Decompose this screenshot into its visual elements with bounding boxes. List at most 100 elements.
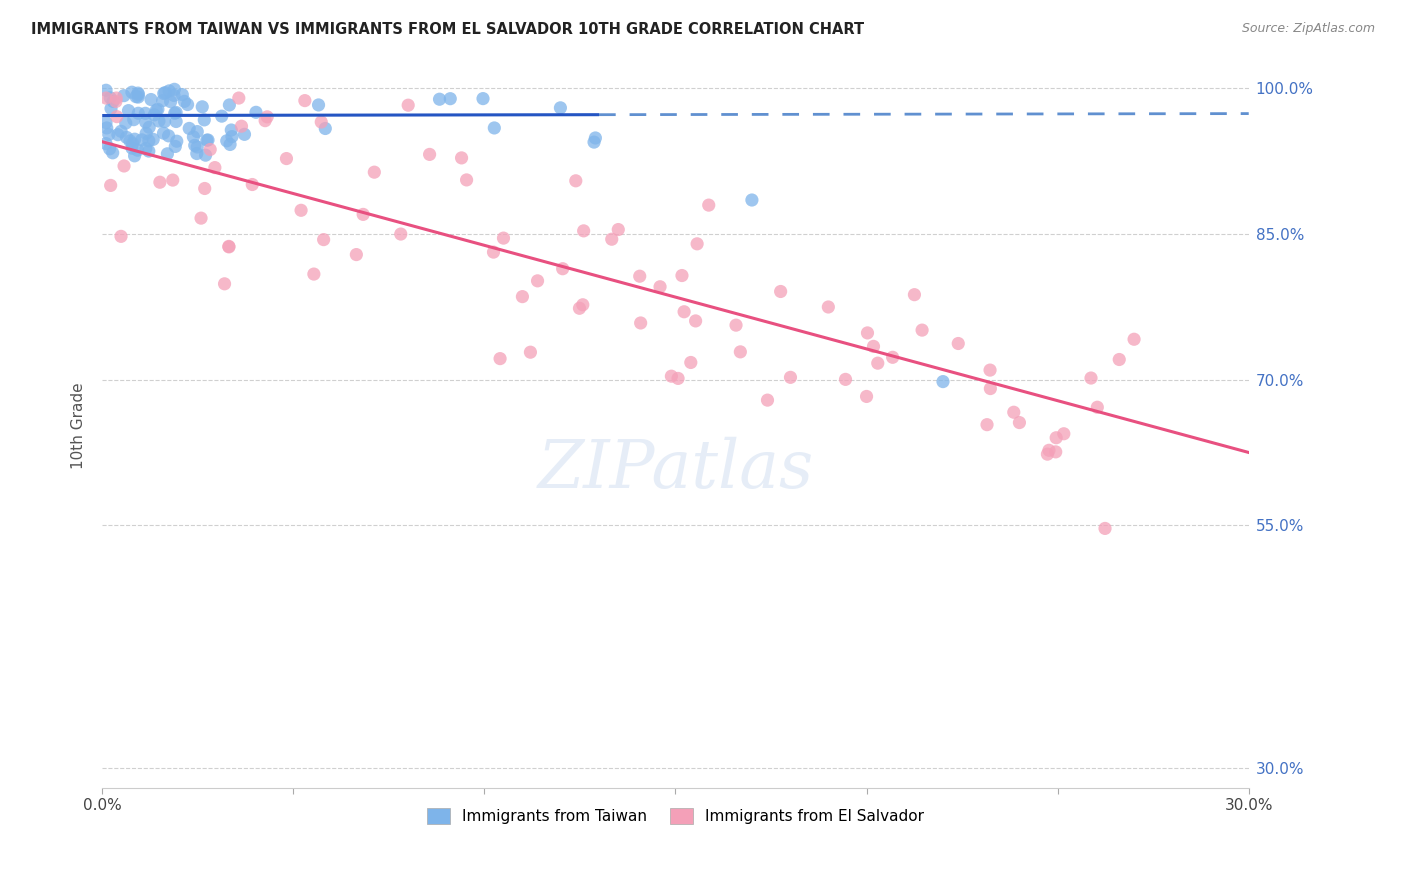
Point (110, 229, 132, 244)
Point (572, 224, 595, 238)
Point (127, 87, 149, 102)
Point (145, 103, 167, 118)
Point (121, 136, 143, 151)
Point (152, 94, 174, 108)
Point (124, 149, 146, 163)
Text: IMMIGRANTS FROM TAIWAN VS IMMIGRANTS FROM EL SALVADOR 10TH GRADE CORRELATION CHA: IMMIGRANTS FROM TAIWAN VS IMMIGRANTS FRO… (31, 22, 865, 37)
Point (179, 121, 201, 136)
Point (112, 88, 135, 103)
Point (157, 84, 180, 98)
Point (134, 106, 156, 120)
Point (1108, 352, 1130, 367)
Text: Source: ZipAtlas.com: Source: ZipAtlas.com (1241, 22, 1375, 36)
Point (686, 236, 709, 251)
Point (976, 417, 998, 432)
Text: ZIPatlas: ZIPatlas (537, 436, 814, 502)
Point (194, 148, 217, 162)
Point (186, 140, 208, 154)
Point (550, 101, 572, 115)
Point (153, 114, 176, 128)
Point (396, 98, 419, 112)
Point (352, 207, 374, 221)
Point (1094, 521, 1116, 535)
Point (195, 133, 218, 147)
Point (218, 239, 240, 253)
Point (429, 92, 451, 106)
Point (911, 323, 934, 337)
Point (882, 351, 904, 365)
Point (98, 91, 121, 105)
Point (276, 152, 298, 166)
Point (125, 89, 148, 103)
Point (724, 318, 747, 333)
Point (153, 86, 176, 100)
Point (302, 267, 325, 281)
Point (218, 240, 240, 254)
Point (186, 125, 208, 139)
Point (115, 130, 138, 145)
Point (932, 375, 955, 389)
Point (94, 83, 117, 97)
Point (165, 114, 187, 128)
Point (1036, 447, 1059, 461)
Point (149, 175, 172, 189)
Point (127, 86, 149, 100)
Point (648, 279, 671, 293)
Point (107, 128, 129, 142)
Point (484, 120, 506, 135)
Point (152, 87, 174, 101)
Point (156, 146, 179, 161)
Point (118, 134, 141, 148)
Point (94, 91, 117, 105)
Point (661, 369, 683, 384)
Point (979, 363, 1001, 377)
Point (138, 144, 160, 158)
Point (98, 142, 121, 156)
Point (512, 290, 534, 304)
Point (121, 141, 143, 155)
Point (101, 95, 124, 109)
Point (138, 134, 160, 148)
Point (127, 106, 149, 120)
Point (866, 356, 889, 370)
Point (162, 173, 184, 187)
Point (127, 143, 149, 157)
Point (214, 277, 236, 291)
Point (607, 222, 630, 236)
Point (290, 203, 312, 218)
Point (600, 232, 623, 246)
Legend: Immigrants from Taiwan, Immigrants from El Salvador: Immigrants from Taiwan, Immigrants from … (420, 802, 931, 830)
Point (148, 114, 170, 128)
Point (124, 132, 146, 146)
Point (117, 103, 139, 118)
Point (193, 112, 215, 127)
Point (697, 198, 720, 212)
Point (186, 146, 208, 161)
Point (204, 161, 226, 175)
Point (233, 128, 256, 142)
Point (389, 227, 412, 241)
Point (979, 382, 1001, 396)
Point (628, 269, 651, 284)
Point (817, 300, 839, 314)
Point (135, 127, 157, 141)
Point (756, 393, 779, 408)
Point (472, 92, 495, 106)
Point (685, 314, 707, 328)
Point (139, 93, 162, 107)
Point (165, 105, 187, 120)
Point (105, 91, 128, 105)
Point (163, 106, 186, 120)
Point (1002, 405, 1025, 419)
Point (308, 98, 330, 112)
Point (630, 316, 652, 330)
Point (1045, 431, 1067, 445)
Point (240, 178, 263, 192)
Point (903, 287, 925, 301)
Point (834, 372, 856, 386)
Point (256, 110, 278, 124)
Point (671, 268, 693, 283)
Point (673, 305, 696, 319)
Point (112, 159, 135, 173)
Point (1123, 332, 1146, 346)
